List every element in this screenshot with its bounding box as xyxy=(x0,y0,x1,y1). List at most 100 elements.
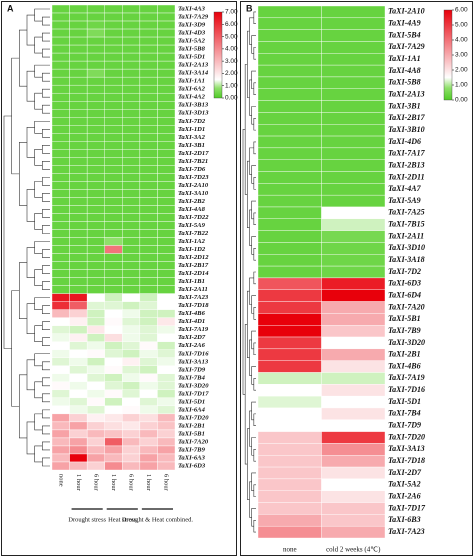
dendrogram-branch xyxy=(247,30,250,98)
heat-cell xyxy=(139,213,158,222)
row-label: TaXI-1D1 xyxy=(178,126,205,133)
heat-cell xyxy=(139,429,158,439)
dendrogram-branch xyxy=(251,165,256,184)
heat-cell xyxy=(69,301,88,310)
dendrogram-branch xyxy=(11,290,20,407)
heat-cell xyxy=(321,478,386,491)
row-label: TaXI-3B10 xyxy=(388,125,425,134)
heat-cell xyxy=(122,12,141,22)
colorbar-tick-label: 1.00 xyxy=(225,82,238,89)
heat-cell xyxy=(86,429,105,439)
row-label: TaXI-3A13 xyxy=(388,444,425,453)
dendrogram-branch xyxy=(42,193,50,202)
heat-cell xyxy=(257,218,322,231)
heat-cell xyxy=(104,84,123,94)
heat-cell xyxy=(257,466,322,480)
heat-cell xyxy=(104,373,123,383)
dendrogram-branch xyxy=(19,29,27,87)
heat-cell xyxy=(86,12,105,22)
heat-cell xyxy=(157,461,176,471)
row-label: TaXI-7B9 xyxy=(178,446,206,453)
heat-cell xyxy=(321,525,386,539)
heat-cell xyxy=(51,44,70,54)
heat-cell xyxy=(86,421,105,431)
heat-cell xyxy=(69,389,88,399)
heat-cell xyxy=(86,149,105,158)
heat-cell xyxy=(139,84,158,94)
heat-cell xyxy=(104,349,123,358)
heat-cell xyxy=(69,373,88,383)
dendrogram-branch xyxy=(251,437,256,456)
dendrogram-branch xyxy=(253,413,256,426)
heat-cell xyxy=(122,221,141,230)
column-label: 1 hour xyxy=(75,474,82,492)
heat-cell xyxy=(122,109,141,118)
heat-cell xyxy=(69,269,88,278)
heat-cell xyxy=(86,373,105,383)
group-label: Drought & Heat combined. xyxy=(122,516,193,523)
dendrogram-branch xyxy=(34,353,50,367)
heat-cell xyxy=(86,397,105,407)
heat-cell xyxy=(122,461,141,471)
heat-cell xyxy=(122,429,141,439)
heat-cell xyxy=(139,317,158,326)
heat-cell xyxy=(157,52,176,62)
row-label: TaXI-3D10 xyxy=(388,243,425,252)
column-label: 6 hour xyxy=(92,474,99,492)
heat-cell xyxy=(321,242,386,255)
heat-cell xyxy=(122,229,141,238)
heat-cell xyxy=(122,253,141,262)
heat-cell xyxy=(157,20,176,30)
heat-cell xyxy=(321,336,386,350)
heat-cell xyxy=(257,112,322,125)
heat-cell xyxy=(321,17,386,30)
row-label: TaXI-3D20 xyxy=(388,338,425,347)
colorbar-tick-label: 4.00 xyxy=(225,46,238,53)
heat-cell xyxy=(51,333,70,342)
heat-cell xyxy=(139,389,158,399)
heat-cell xyxy=(51,365,70,374)
heat-cell xyxy=(321,372,386,385)
panel-label: A xyxy=(7,3,14,13)
column-label: none xyxy=(57,474,64,487)
heat-cell xyxy=(51,437,70,447)
heat-cell xyxy=(122,84,141,94)
heat-cell xyxy=(86,445,105,455)
heat-cell xyxy=(69,381,88,391)
heat-cell xyxy=(69,60,88,70)
heat-cell xyxy=(139,44,158,54)
row-label: TaXI-3A2 xyxy=(178,134,206,141)
heat-cell xyxy=(157,12,176,22)
heat-cell xyxy=(157,60,176,70)
heat-cell xyxy=(69,437,88,447)
heat-cell xyxy=(122,197,141,206)
dendrogram-branch xyxy=(42,16,50,26)
heat-cell xyxy=(104,229,123,238)
heat-cell xyxy=(86,76,105,86)
heat-cell xyxy=(157,301,176,310)
row-label: TaXI-6D3 xyxy=(178,463,206,470)
heat-cell xyxy=(51,109,70,118)
dendrogram-branch xyxy=(19,262,27,319)
heat-cell xyxy=(51,157,70,166)
heat-cell xyxy=(157,421,176,431)
heat-cell xyxy=(86,349,105,358)
heat-cell xyxy=(139,149,158,158)
heat-cell xyxy=(321,443,386,456)
heat-cell xyxy=(86,60,105,70)
row-label: TaXI-1A1 xyxy=(388,54,421,63)
dendrogram-branch xyxy=(42,225,50,234)
heat-cell xyxy=(51,357,70,366)
panel-frame xyxy=(1,1,237,556)
dendrogram-branch xyxy=(42,104,50,114)
panel-frame xyxy=(240,1,473,556)
heat-cell xyxy=(157,253,176,262)
heat-cell xyxy=(104,237,123,246)
heat-cell xyxy=(69,229,88,238)
heat-cell xyxy=(104,197,123,206)
heat-cell xyxy=(122,173,141,182)
heat-cell xyxy=(139,445,158,455)
heat-cell xyxy=(321,348,386,361)
heat-cell xyxy=(86,245,105,254)
heat-cell xyxy=(321,490,386,503)
